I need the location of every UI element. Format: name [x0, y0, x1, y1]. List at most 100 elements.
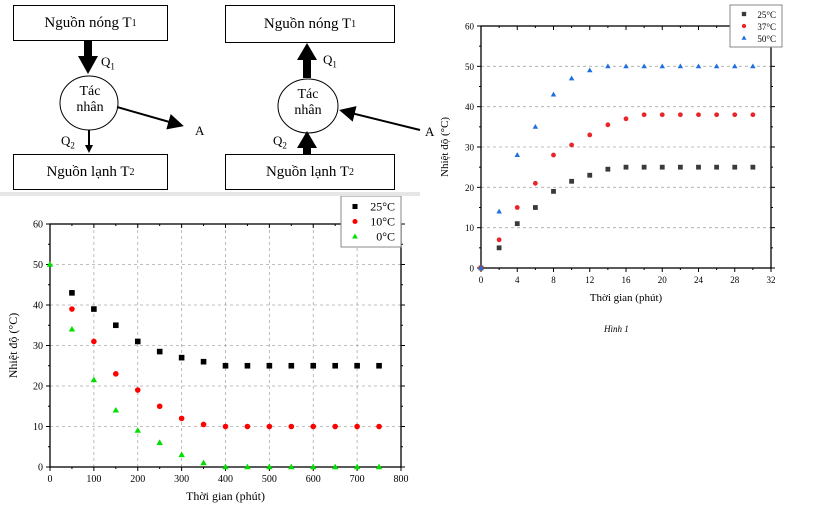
y-tick-label: 10	[465, 223, 475, 233]
data-point	[244, 423, 251, 430]
legend-label: 50°C	[757, 34, 776, 44]
q1-label: Q1	[101, 54, 115, 72]
data-point	[266, 362, 273, 369]
y-tick-label: 0	[470, 264, 475, 274]
data-point	[310, 423, 317, 430]
data-point	[750, 63, 756, 69]
y-tick-label: 30	[33, 341, 43, 352]
data-point	[587, 172, 593, 178]
hot-source-label: Nguồn nóng T	[263, 15, 352, 32]
series-37CC	[478, 112, 756, 271]
heat-engine-arrows	[59, 40, 184, 153]
data-point	[288, 362, 295, 369]
legend-label: 37°C	[757, 22, 776, 32]
heating-chart: 0 10 20 30 40 50 60 0 4 8 12 16 20 24 28 32 Thời gian (p…	[440, 4, 783, 304]
data-point	[732, 112, 738, 118]
y-tick-label: 10	[33, 422, 43, 433]
data-point	[677, 164, 683, 170]
data-point	[200, 459, 207, 466]
legend-label: 25°C	[757, 10, 776, 20]
legend-marker	[352, 203, 358, 210]
hot-source-subscript: 1	[131, 17, 137, 29]
data-point	[550, 91, 557, 97]
data-point	[714, 112, 720, 118]
data-point	[623, 116, 629, 122]
work-label: A	[195, 123, 205, 138]
cold-source-label: Nguồn lạnh T	[265, 163, 350, 180]
x-tick-label: 24	[694, 275, 704, 285]
data-point	[332, 423, 338, 430]
y-tick-label: 30	[465, 143, 475, 153]
data-point	[376, 423, 382, 430]
work-label: A	[425, 124, 435, 139]
data-point	[696, 164, 701, 170]
data-point	[332, 362, 338, 369]
legend-label: 10°C	[370, 215, 395, 229]
x-axis-label: Thời gian (phút)	[590, 292, 663, 304]
x-tick-label: 28	[730, 275, 740, 285]
q2-label: Q2	[273, 133, 287, 151]
data-point	[641, 164, 647, 170]
q2-arrow-head	[85, 145, 93, 153]
x-tick-label: 500	[262, 474, 277, 485]
data-point	[514, 221, 520, 227]
data-point	[714, 164, 720, 170]
data-point	[586, 67, 593, 73]
data-point	[69, 290, 75, 296]
data-point	[696, 112, 701, 118]
data-point	[496, 245, 502, 251]
data-point	[623, 164, 629, 170]
refrigerator-arrows	[277, 43, 421, 154]
legend: 25°C10°C0°C	[340, 196, 402, 248]
x-tick-label: 8	[551, 275, 556, 285]
data-point	[200, 358, 207, 365]
data-point	[713, 63, 720, 69]
x-tick-label: 20	[658, 275, 668, 285]
legend-box	[729, 4, 783, 48]
y-axis-label: Nhiệt độ (°C)	[440, 117, 451, 177]
series-25CC	[69, 290, 382, 369]
data-point	[568, 75, 575, 81]
data-point	[532, 123, 539, 129]
legend: 25°C 37°C 50°C	[729, 4, 783, 48]
data-point	[731, 63, 738, 69]
data-point	[605, 166, 611, 172]
section-divider	[0, 192, 420, 196]
y-tick-label: 0	[38, 463, 43, 474]
data-point	[353, 463, 361, 470]
x-tick-label: 32	[767, 275, 776, 285]
data-point	[178, 354, 185, 361]
x-tick-label: 0	[479, 275, 484, 285]
data-point	[514, 152, 521, 157]
data-point	[331, 463, 339, 470]
x-tick-label: 100	[86, 474, 101, 485]
data-point	[623, 63, 629, 69]
data-point	[134, 338, 141, 345]
legend-box	[340, 196, 402, 248]
y-tick-label: 60	[465, 22, 475, 32]
data-point	[551, 152, 556, 158]
data-point	[677, 63, 684, 69]
data-point	[156, 403, 163, 410]
data-point	[605, 122, 611, 128]
data-point	[68, 325, 76, 332]
cold-source-subscript: 2	[349, 166, 355, 178]
data-point	[178, 415, 185, 422]
data-point	[310, 362, 317, 369]
data-point	[354, 362, 360, 369]
series-0CC	[46, 261, 383, 470]
agent-label: Tác nhân	[294, 87, 322, 118]
x-tick-label: 700	[350, 474, 365, 485]
legend-label: 0°C	[376, 230, 395, 244]
figure-caption: Hình 1	[604, 324, 629, 334]
data-point	[91, 306, 97, 312]
data-point	[112, 406, 120, 413]
series-25CC	[478, 164, 756, 271]
data-point	[376, 362, 382, 369]
data-point	[496, 208, 502, 214]
x-tick-label: 400	[218, 474, 233, 485]
legend-marker	[352, 233, 358, 239]
